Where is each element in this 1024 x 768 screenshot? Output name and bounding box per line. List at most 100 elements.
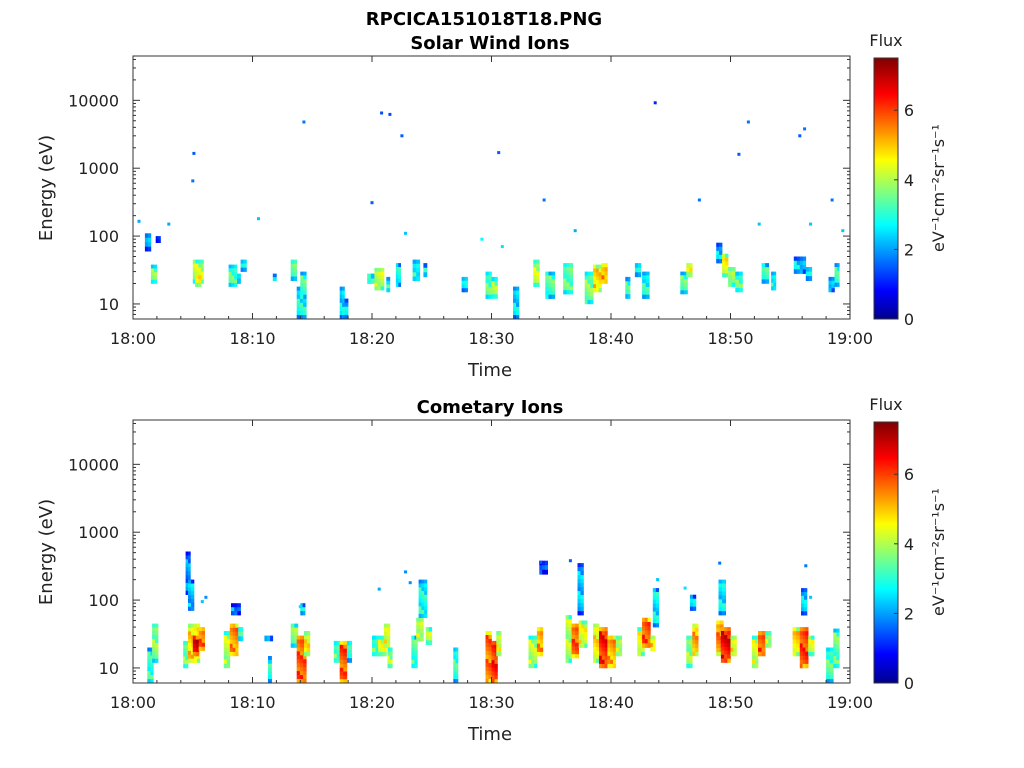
y-tick-label: 1000 (78, 159, 119, 178)
heatmap-cell (689, 598, 694, 603)
heatmap-cell (188, 595, 192, 600)
x-tick-label: 18:40 (588, 329, 634, 348)
heatmap-cell (534, 663, 538, 669)
heatmap-cell (647, 630, 651, 636)
heatmap-cell (485, 643, 489, 648)
heatmap-cell (771, 279, 774, 283)
heatmap-cell (792, 631, 797, 636)
heatmap-cell (240, 636, 244, 642)
heatmap-cell (829, 671, 834, 676)
heatmap-cell (695, 651, 699, 657)
heatmap-cell (464, 288, 468, 293)
heatmap-cell (731, 278, 736, 283)
heatmap-cell (771, 282, 774, 287)
heatmap-cell (294, 627, 299, 632)
heatmap-cell (642, 622, 646, 627)
heatmap-cell (650, 635, 654, 640)
heatmap-cell (730, 651, 734, 657)
heatmap-cell (349, 640, 352, 646)
heatmap-cell (188, 551, 191, 556)
heatmap-cell (689, 606, 694, 611)
heatmap-cell (601, 279, 605, 284)
heatmap-cell (536, 263, 540, 268)
heatmap-cell (389, 647, 393, 652)
heatmap-cell (566, 286, 570, 291)
heatmap-cell (799, 627, 803, 632)
heatmap-cell (548, 294, 552, 299)
heatmap-cell (421, 594, 425, 599)
heatmap-cell (565, 615, 569, 620)
heatmap-cell (596, 623, 600, 628)
heatmap-cell (719, 259, 723, 264)
heatmap-cell (188, 599, 192, 604)
heatmap-cell (494, 675, 498, 680)
heatmap-cell (584, 620, 588, 625)
heatmap-cell (722, 579, 726, 584)
heatmap-cell (811, 647, 815, 653)
heatmap-cell (536, 282, 540, 287)
heatmap-cell (642, 617, 646, 623)
heatmap-cell (833, 628, 837, 633)
heatmap-cell (804, 588, 808, 593)
heatmap-cell (231, 603, 235, 608)
heatmap-cell (801, 595, 805, 600)
heatmap-cell (424, 602, 428, 607)
heatmap-cell (733, 635, 737, 640)
heatmap-cell (604, 651, 608, 656)
heatmap-cell (802, 260, 807, 266)
heatmap-cell (421, 606, 425, 611)
heatmap-cell (548, 275, 552, 280)
heatmap-cell (826, 659, 830, 664)
heatmap-cell (188, 658, 192, 663)
x-tick-label: 18:20 (349, 693, 395, 712)
heatmap-cell (808, 276, 813, 281)
heatmap-cell (491, 656, 495, 661)
heatmap-cells (147, 551, 840, 684)
heatmap-cell (730, 639, 734, 644)
x-ticks: 18:00 18:10 18:20 18:30 18:40 18:50 19:00 (110, 420, 873, 712)
heatmap-cell (191, 650, 195, 656)
heatmap-cell (568, 630, 572, 636)
heatmap-cell (374, 279, 378, 283)
heatmap-cell (268, 671, 272, 676)
heatmap-cell (198, 263, 202, 268)
heatmap-cell (598, 272, 602, 277)
heatmap-cell (380, 267, 385, 272)
heatmap-cell (805, 655, 809, 661)
heatmap-cell (195, 275, 199, 280)
heatmap-cell (831, 280, 835, 285)
heatmap-cell (296, 671, 301, 676)
heatmap-cell (339, 298, 343, 304)
heatmap-cell (683, 275, 688, 280)
heatmap-cell (293, 259, 297, 265)
heatmap-cell (593, 654, 597, 659)
heatmap-cell (183, 656, 186, 661)
heatmap-cell (642, 294, 646, 299)
heatmap-cell (296, 643, 301, 648)
heatmap-cell (581, 632, 585, 637)
heatmap-cell (416, 617, 421, 622)
heatmap-cell (642, 271, 646, 276)
heatmap-cell (528, 651, 532, 657)
heatmap-cell (637, 635, 642, 640)
heatmap-cell (655, 603, 660, 608)
heatmap-cell (571, 654, 576, 659)
heatmap-cell (185, 551, 189, 556)
colorbar-label: Flux (869, 395, 902, 414)
heatmap-cell (796, 651, 801, 657)
heatmap-cell (494, 640, 498, 645)
heatmap-cell (722, 591, 726, 596)
heatmap-cell (491, 648, 495, 653)
heatmap-cell (513, 315, 517, 320)
heatmap-cell (412, 272, 417, 277)
heatmap-cell (243, 263, 247, 268)
heatmap-cell (533, 282, 537, 287)
heatmap-cell (294, 631, 299, 636)
heatmap-cell (722, 599, 726, 604)
heatmap-cell (758, 651, 762, 657)
heatmap-cell (223, 631, 228, 636)
heatmap-cell (725, 265, 729, 270)
heatmap-cell (584, 279, 588, 284)
heatmap-cell (792, 627, 797, 632)
heatmap-cell (565, 623, 569, 628)
